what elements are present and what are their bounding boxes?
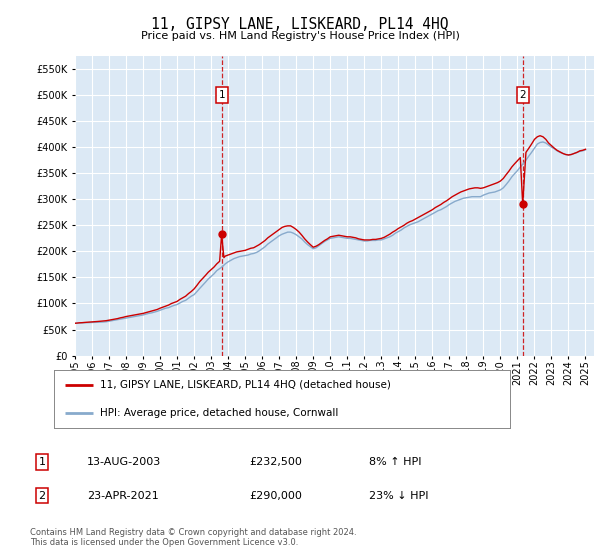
Text: 13-AUG-2003: 13-AUG-2003 — [87, 457, 161, 467]
Text: 2: 2 — [38, 491, 46, 501]
Text: HPI: Average price, detached house, Cornwall: HPI: Average price, detached house, Corn… — [100, 408, 338, 418]
Text: Contains HM Land Registry data © Crown copyright and database right 2024.
This d: Contains HM Land Registry data © Crown c… — [30, 528, 356, 547]
Text: Price paid vs. HM Land Registry's House Price Index (HPI): Price paid vs. HM Land Registry's House … — [140, 31, 460, 41]
Text: 1: 1 — [38, 457, 46, 467]
Text: 23% ↓ HPI: 23% ↓ HPI — [369, 491, 428, 501]
Text: £232,500: £232,500 — [249, 457, 302, 467]
Text: 8% ↑ HPI: 8% ↑ HPI — [369, 457, 421, 467]
Text: 2: 2 — [520, 90, 526, 100]
Text: 23-APR-2021: 23-APR-2021 — [87, 491, 159, 501]
Text: 11, GIPSY LANE, LISKEARD, PL14 4HQ: 11, GIPSY LANE, LISKEARD, PL14 4HQ — [151, 17, 449, 32]
Text: 11, GIPSY LANE, LISKEARD, PL14 4HQ (detached house): 11, GIPSY LANE, LISKEARD, PL14 4HQ (deta… — [100, 380, 391, 390]
Text: 1: 1 — [218, 90, 225, 100]
Text: £290,000: £290,000 — [249, 491, 302, 501]
